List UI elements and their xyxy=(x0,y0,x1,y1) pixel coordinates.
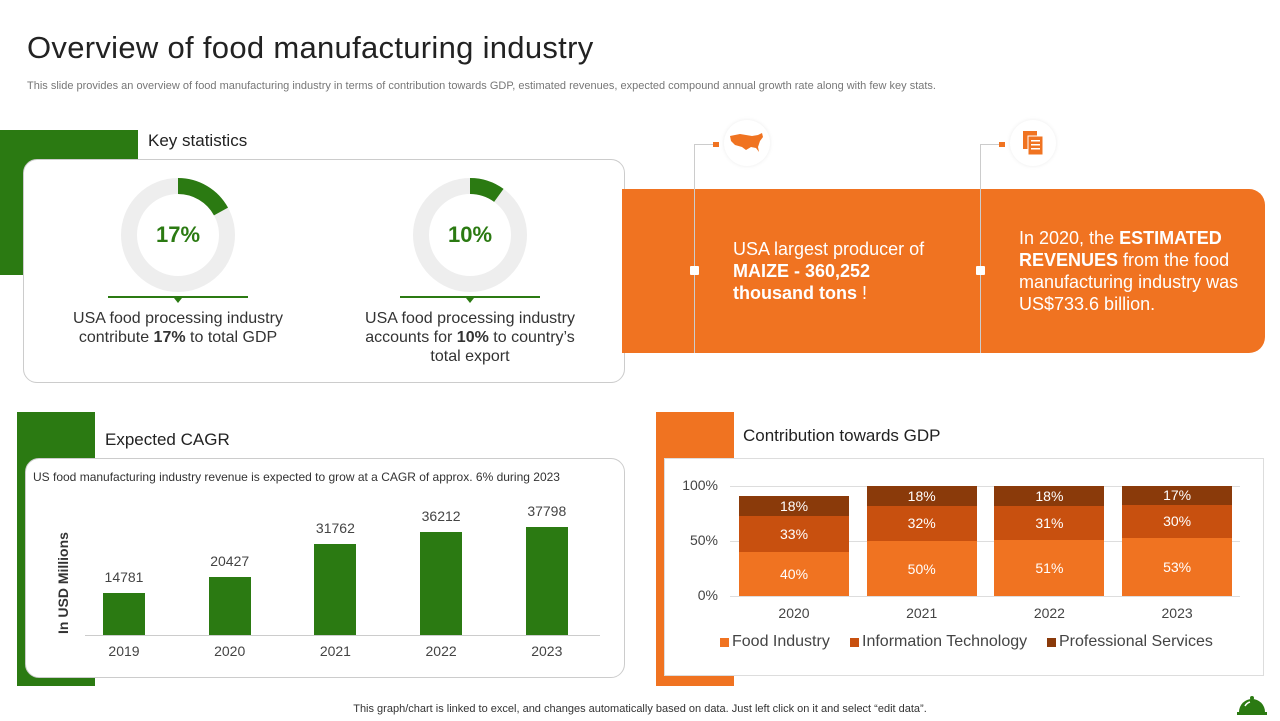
legend-swatch xyxy=(720,638,729,647)
stat-pointer xyxy=(466,298,474,303)
x-tick-label: 2020 xyxy=(214,643,246,659)
stat-value: 10% xyxy=(447,222,493,247)
legend-label: Information Technology xyxy=(862,633,1028,650)
cagr-description: US food manufacturing industry revenue i… xyxy=(33,470,560,484)
stacked-bar-segment xyxy=(994,539,1105,596)
data-label: 37798 xyxy=(527,503,567,519)
stat-underline xyxy=(108,296,248,298)
stat-value: 17% xyxy=(155,222,201,247)
stacked-bar-segment xyxy=(1122,486,1233,505)
segment-label: 53% xyxy=(1163,558,1192,575)
connector-line xyxy=(980,145,981,353)
connector-top xyxy=(980,144,1000,145)
x-tick-label: 2020 xyxy=(778,605,810,621)
x-tick-label: 2023 xyxy=(531,643,563,659)
gridline xyxy=(730,486,1240,487)
y-tick-label: 0% xyxy=(697,587,718,603)
gridline xyxy=(730,541,1240,542)
x-tick-label: 2021 xyxy=(319,643,351,659)
connector-line xyxy=(694,145,695,353)
segment-label: 18% xyxy=(779,497,809,514)
connector-dot xyxy=(713,142,719,147)
page-title: Overview of food manufacturing industry xyxy=(27,30,594,65)
cagr-bar xyxy=(525,527,568,635)
segment-label: 32% xyxy=(907,515,936,532)
stat-description: USA food processing industry accounts fo… xyxy=(365,310,575,365)
connector-top xyxy=(694,144,714,145)
segment-label: 18% xyxy=(1035,487,1064,504)
stacked-bar-segment xyxy=(1122,537,1233,596)
cagr-y-axis-label: In USD Millions xyxy=(55,532,71,634)
segment-label: 33% xyxy=(779,525,809,542)
segment-label: 17% xyxy=(1163,487,1192,504)
connector-marker xyxy=(690,266,699,275)
data-label: 14781 xyxy=(104,568,144,585)
legend-swatch xyxy=(1047,638,1056,647)
cagr-label: Expected CAGR xyxy=(105,430,230,449)
stacked-bar-segment xyxy=(739,515,849,552)
segment-label: 51% xyxy=(1035,559,1064,576)
cagr-bar xyxy=(314,544,357,635)
stat-description: USA food processing industry contribute … xyxy=(73,310,283,346)
stacked-bar-segment xyxy=(994,486,1105,506)
highlight-text: USA largest producer of MAIZE - 360,252 … xyxy=(733,239,925,303)
stacked-bar-segment xyxy=(866,486,977,506)
y-tick-label: 100% xyxy=(682,477,718,493)
stacked-bar-segment xyxy=(739,495,849,516)
data-label: 36212 xyxy=(421,507,461,524)
segment-label: 31% xyxy=(1035,514,1064,531)
segment-label: 18% xyxy=(907,487,936,504)
cagr-bar xyxy=(208,576,251,635)
stacked-bar-segment xyxy=(866,541,977,596)
gdp-label: Contribution towards GDP xyxy=(743,426,941,445)
key-stats-panel xyxy=(23,159,625,383)
stacked-bar-segment xyxy=(739,552,849,596)
donut-chart: 10% xyxy=(413,178,527,292)
segment-label: 30% xyxy=(1163,513,1192,530)
x-tick-label: 2022 xyxy=(425,643,457,659)
cagr-bar xyxy=(103,592,145,635)
segment-label: 50% xyxy=(907,560,936,577)
x-tick-label: 2023 xyxy=(1161,605,1193,621)
connector-dot xyxy=(999,142,1005,147)
legend-label: Professional Services xyxy=(1059,633,1213,650)
x-tick-label: 2019 xyxy=(108,643,140,659)
connector-marker xyxy=(976,266,985,275)
page-subtitle: This slide provides an overview of food … xyxy=(27,80,936,92)
key-stats-label: Key statistics xyxy=(148,131,248,150)
usa-map-icon xyxy=(724,120,770,166)
highlight-text: In 2020, the ESTIMATED REVENUES from the… xyxy=(1019,228,1239,314)
stacked-bar-segment xyxy=(866,505,977,541)
donut-fill xyxy=(121,178,235,292)
y-tick-label: 50% xyxy=(689,532,718,548)
data-label: 31762 xyxy=(315,520,355,537)
x-tick-label: 2022 xyxy=(1033,605,1065,621)
stat-pointer xyxy=(174,298,182,303)
stacked-bar-segment xyxy=(994,505,1105,540)
donut-fill xyxy=(413,178,527,292)
legend-swatch xyxy=(850,638,859,647)
donut-chart: 17% xyxy=(121,178,235,292)
data-label: 20427 xyxy=(210,552,250,569)
stat-underline xyxy=(400,296,540,298)
footer-note: This graph/chart is linked to excel, and… xyxy=(353,703,927,715)
cagr-bar xyxy=(420,531,463,635)
highlights-panel xyxy=(622,189,1265,353)
segment-label: 40% xyxy=(779,566,809,582)
x-axis-line xyxy=(85,635,600,636)
cloche-icon xyxy=(1236,692,1268,716)
legend-label: Food Industry xyxy=(732,633,830,650)
gridline xyxy=(730,596,1240,597)
x-tick-label: 2021 xyxy=(906,605,938,621)
document-icon xyxy=(1010,120,1056,166)
stacked-bar-segment xyxy=(1122,504,1233,538)
